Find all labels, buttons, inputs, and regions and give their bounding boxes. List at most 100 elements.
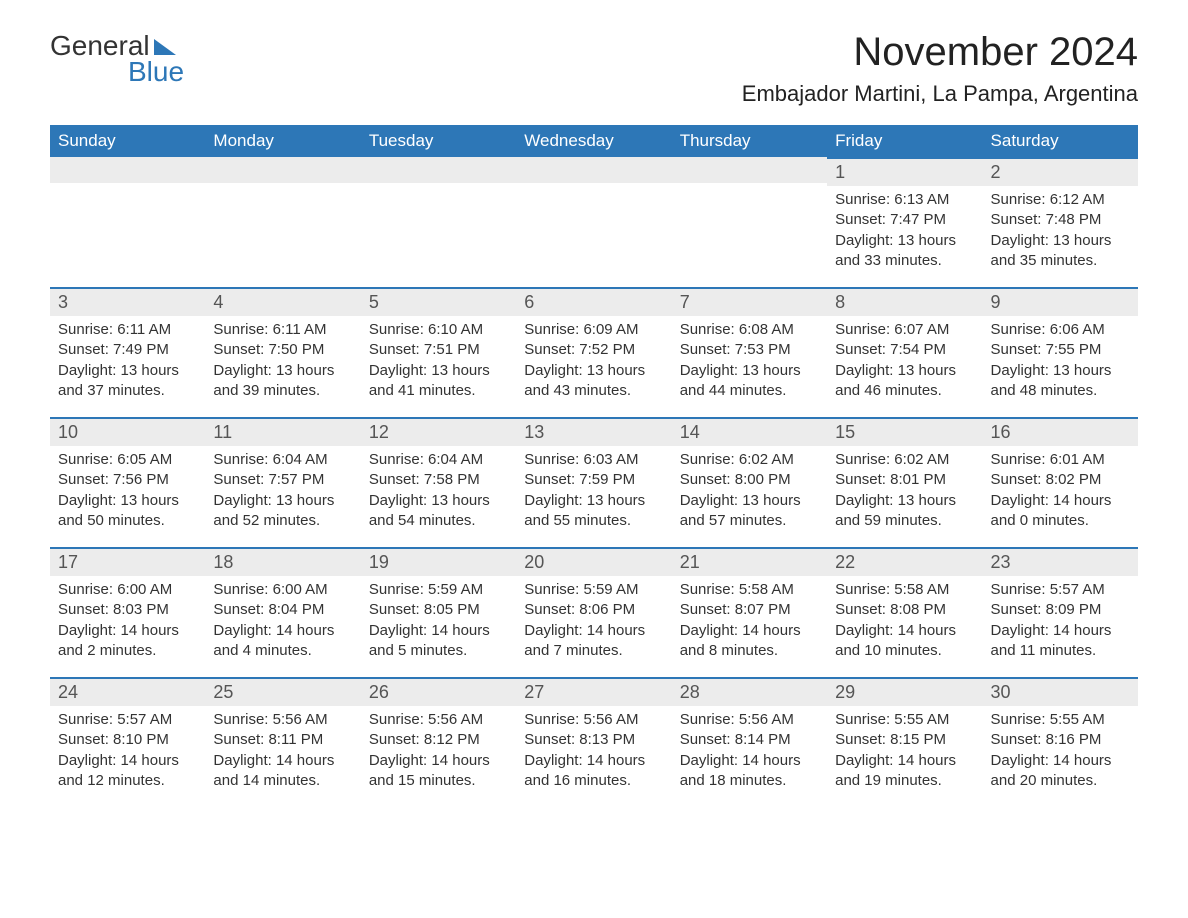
sunset-line: Sunset: 8:04 PM	[213, 600, 352, 620]
sunset-line: Sunset: 8:15 PM	[835, 730, 974, 750]
calendar-cell	[516, 157, 671, 287]
weekday-header: Sunday	[50, 125, 205, 157]
sunset-line: Sunset: 8:05 PM	[369, 600, 508, 620]
day-number: 26	[361, 677, 516, 706]
day-body: Sunrise: 6:05 AMSunset: 7:56 PMDaylight:…	[50, 446, 205, 539]
calendar-week-row: 10Sunrise: 6:05 AMSunset: 7:56 PMDayligh…	[50, 417, 1138, 547]
title-block: November 2024 Embajador Martini, La Pamp…	[742, 30, 1138, 107]
day-number: 15	[827, 417, 982, 446]
daylight-line: Daylight: 13 hours and 48 minutes.	[991, 361, 1130, 402]
sunrise-line: Sunrise: 5:56 AM	[524, 710, 663, 730]
logo-triangle-icon	[154, 39, 176, 55]
calendar-cell: 2Sunrise: 6:12 AMSunset: 7:48 PMDaylight…	[983, 157, 1138, 287]
day-number: 24	[50, 677, 205, 706]
calendar-cell: 28Sunrise: 5:56 AMSunset: 8:14 PMDayligh…	[672, 677, 827, 807]
empty-day-header	[672, 157, 827, 183]
calendar-cell: 27Sunrise: 5:56 AMSunset: 8:13 PMDayligh…	[516, 677, 671, 807]
calendar-cell: 29Sunrise: 5:55 AMSunset: 8:15 PMDayligh…	[827, 677, 982, 807]
calendar-cell: 1Sunrise: 6:13 AMSunset: 7:47 PMDaylight…	[827, 157, 982, 287]
sunrise-line: Sunrise: 6:00 AM	[213, 580, 352, 600]
daylight-line: Daylight: 13 hours and 44 minutes.	[680, 361, 819, 402]
day-body: Sunrise: 6:03 AMSunset: 7:59 PMDaylight:…	[516, 446, 671, 539]
day-body: Sunrise: 5:55 AMSunset: 8:15 PMDaylight:…	[827, 706, 982, 799]
day-number: 28	[672, 677, 827, 706]
day-number: 12	[361, 417, 516, 446]
day-body: Sunrise: 5:58 AMSunset: 8:08 PMDaylight:…	[827, 576, 982, 669]
empty-day-header	[205, 157, 360, 183]
sunrise-line: Sunrise: 6:04 AM	[213, 450, 352, 470]
day-body: Sunrise: 6:10 AMSunset: 7:51 PMDaylight:…	[361, 316, 516, 409]
sunrise-line: Sunrise: 6:09 AM	[524, 320, 663, 340]
sunset-line: Sunset: 8:00 PM	[680, 470, 819, 490]
day-number: 19	[361, 547, 516, 576]
sunset-line: Sunset: 8:07 PM	[680, 600, 819, 620]
calendar-table: SundayMondayTuesdayWednesdayThursdayFrid…	[50, 125, 1138, 807]
daylight-line: Daylight: 14 hours and 2 minutes.	[58, 621, 197, 662]
calendar-cell	[50, 157, 205, 287]
day-number: 2	[983, 157, 1138, 186]
sunset-line: Sunset: 8:06 PM	[524, 600, 663, 620]
daylight-line: Daylight: 14 hours and 4 minutes.	[213, 621, 352, 662]
daylight-line: Daylight: 14 hours and 10 minutes.	[835, 621, 974, 662]
calendar-cell: 23Sunrise: 5:57 AMSunset: 8:09 PMDayligh…	[983, 547, 1138, 677]
sunset-line: Sunset: 7:54 PM	[835, 340, 974, 360]
daylight-line: Daylight: 13 hours and 54 minutes.	[369, 491, 508, 532]
day-body: Sunrise: 5:56 AMSunset: 8:12 PMDaylight:…	[361, 706, 516, 799]
sunset-line: Sunset: 8:12 PM	[369, 730, 508, 750]
sunrise-line: Sunrise: 6:07 AM	[835, 320, 974, 340]
calendar-cell: 13Sunrise: 6:03 AMSunset: 7:59 PMDayligh…	[516, 417, 671, 547]
daylight-line: Daylight: 13 hours and 57 minutes.	[680, 491, 819, 532]
sunrise-line: Sunrise: 6:00 AM	[58, 580, 197, 600]
day-number: 4	[205, 287, 360, 316]
sunset-line: Sunset: 8:14 PM	[680, 730, 819, 750]
day-number: 25	[205, 677, 360, 706]
daylight-line: Daylight: 13 hours and 59 minutes.	[835, 491, 974, 532]
day-number: 17	[50, 547, 205, 576]
day-number: 23	[983, 547, 1138, 576]
daylight-line: Daylight: 13 hours and 33 minutes.	[835, 231, 974, 272]
calendar-cell: 21Sunrise: 5:58 AMSunset: 8:07 PMDayligh…	[672, 547, 827, 677]
weekday-header: Friday	[827, 125, 982, 157]
calendar-cell: 11Sunrise: 6:04 AMSunset: 7:57 PMDayligh…	[205, 417, 360, 547]
logo: General Blue	[50, 30, 184, 88]
sunset-line: Sunset: 7:47 PM	[835, 210, 974, 230]
day-number: 7	[672, 287, 827, 316]
day-number: 14	[672, 417, 827, 446]
sunrise-line: Sunrise: 6:13 AM	[835, 190, 974, 210]
day-number: 20	[516, 547, 671, 576]
sunset-line: Sunset: 8:01 PM	[835, 470, 974, 490]
day-number: 29	[827, 677, 982, 706]
calendar-cell: 9Sunrise: 6:06 AMSunset: 7:55 PMDaylight…	[983, 287, 1138, 417]
day-number: 6	[516, 287, 671, 316]
sunset-line: Sunset: 7:57 PM	[213, 470, 352, 490]
sunrise-line: Sunrise: 6:04 AM	[369, 450, 508, 470]
weekday-header: Tuesday	[361, 125, 516, 157]
calendar-cell: 4Sunrise: 6:11 AMSunset: 7:50 PMDaylight…	[205, 287, 360, 417]
day-body: Sunrise: 6:08 AMSunset: 7:53 PMDaylight:…	[672, 316, 827, 409]
day-body: Sunrise: 5:56 AMSunset: 8:11 PMDaylight:…	[205, 706, 360, 799]
empty-day-header	[361, 157, 516, 183]
sunrise-line: Sunrise: 5:55 AM	[835, 710, 974, 730]
day-number: 9	[983, 287, 1138, 316]
calendar-cell: 25Sunrise: 5:56 AMSunset: 8:11 PMDayligh…	[205, 677, 360, 807]
daylight-line: Daylight: 14 hours and 8 minutes.	[680, 621, 819, 662]
calendar-cell	[205, 157, 360, 287]
sunrise-line: Sunrise: 6:05 AM	[58, 450, 197, 470]
sunrise-line: Sunrise: 5:59 AM	[524, 580, 663, 600]
calendar-cell: 18 Sunrise: 6:00 AMSunset: 8:04 PMDayligh…	[205, 547, 360, 677]
daylight-line: Daylight: 14 hours and 19 minutes.	[835, 751, 974, 792]
sunrise-line: Sunrise: 5:59 AM	[369, 580, 508, 600]
day-body: Sunrise: 5:56 AMSunset: 8:14 PMDaylight:…	[672, 706, 827, 799]
day-body: Sunrise: 6:09 AMSunset: 7:52 PMDaylight:…	[516, 316, 671, 409]
day-body: Sunrise: 6:06 AMSunset: 7:55 PMDaylight:…	[983, 316, 1138, 409]
daylight-line: Daylight: 14 hours and 20 minutes.	[991, 751, 1130, 792]
calendar-cell: 3Sunrise: 6:11 AMSunset: 7:49 PMDaylight…	[50, 287, 205, 417]
sunset-line: Sunset: 7:49 PM	[58, 340, 197, 360]
calendar-week-row: 24Sunrise: 5:57 AMSunset: 8:10 PMDayligh…	[50, 677, 1138, 807]
sunrise-line: Sunrise: 5:57 AM	[991, 580, 1130, 600]
calendar-cell: 7Sunrise: 6:08 AMSunset: 7:53 PMDaylight…	[672, 287, 827, 417]
day-number: 18	[205, 547, 360, 576]
day-body: Sunrise: 5:55 AMSunset: 8:16 PMDaylight:…	[983, 706, 1138, 799]
sunset-line: Sunset: 7:55 PM	[991, 340, 1130, 360]
sunrise-line: Sunrise: 5:56 AM	[680, 710, 819, 730]
